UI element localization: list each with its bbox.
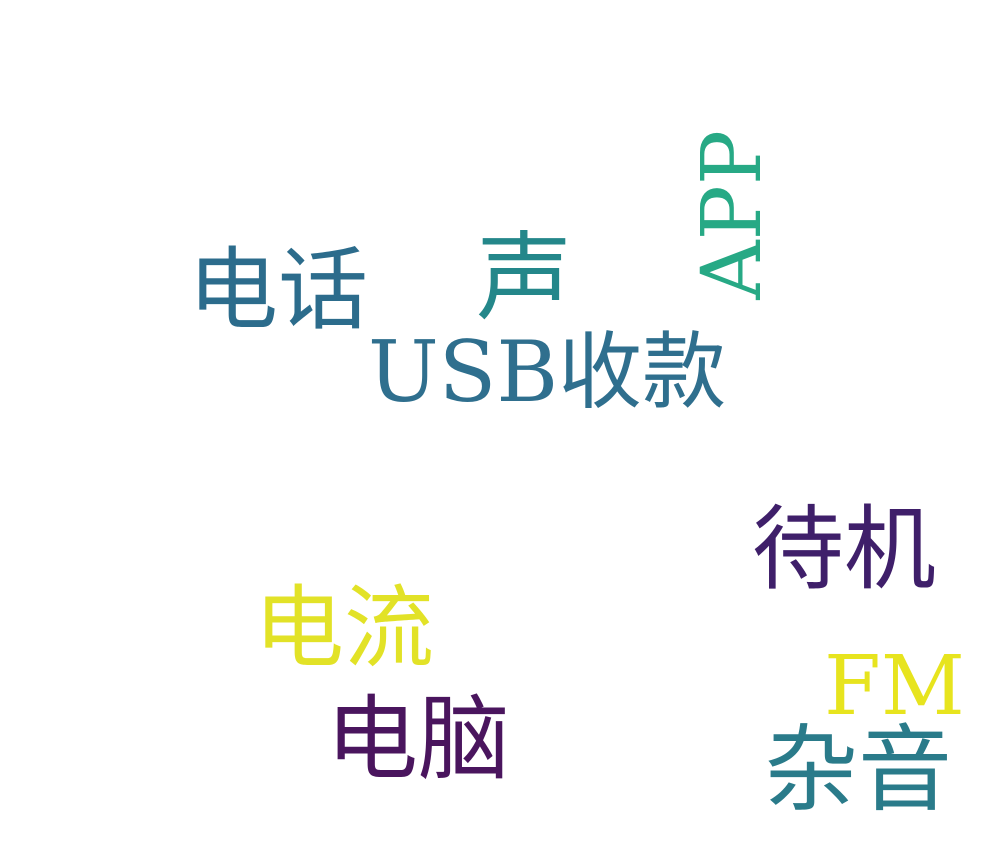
word-app: APP bbox=[685, 130, 780, 300]
word-daiji: 待机 bbox=[752, 496, 937, 603]
word-usb-shoukuan: USB收款 bbox=[368, 323, 727, 421]
word-zayin: 杂音 bbox=[764, 716, 953, 825]
word-sheng: 声 bbox=[476, 222, 572, 334]
word-diannao: 电脑 bbox=[326, 686, 511, 793]
word-app-wrapper: APP bbox=[685, 130, 780, 300]
word-dianliu: 电流 bbox=[254, 576, 434, 681]
word-fm: FM bbox=[824, 639, 965, 734]
word-dianhua: 电话 bbox=[188, 238, 368, 343]
